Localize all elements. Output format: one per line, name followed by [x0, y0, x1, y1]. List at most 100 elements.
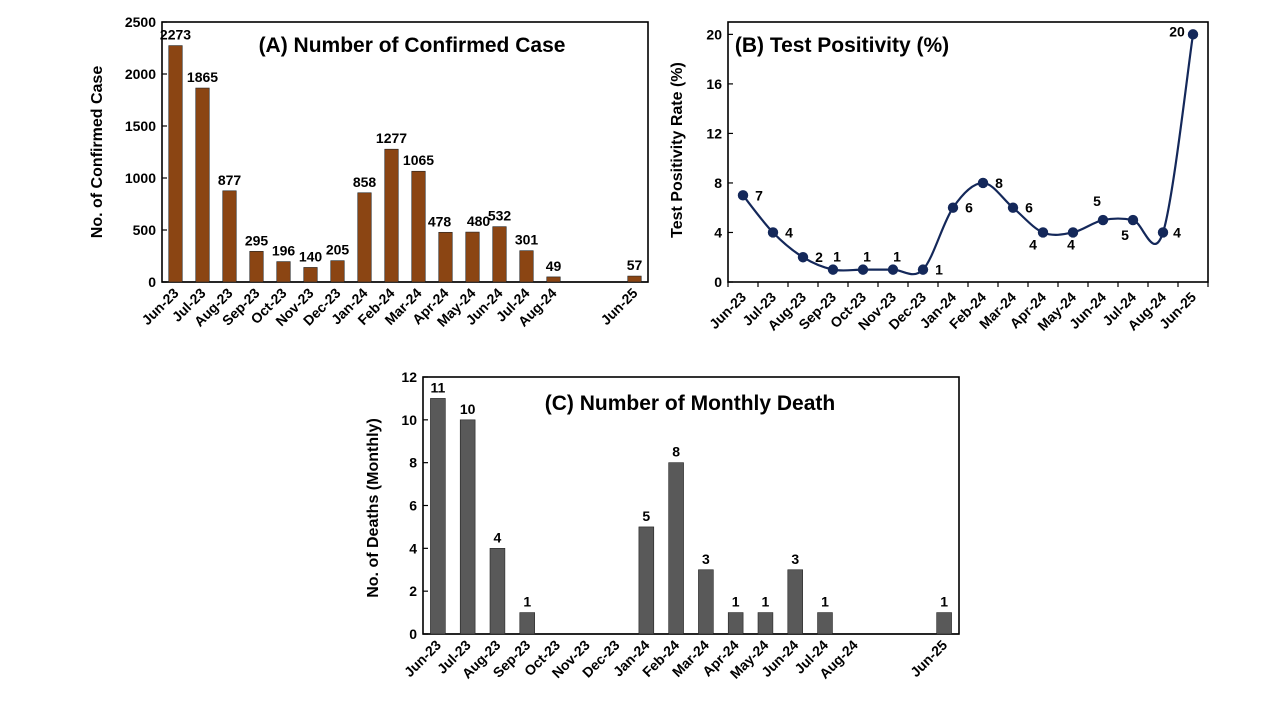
panel-a-data-label: 1277: [376, 130, 407, 146]
panel-a-ylabel: No. of Confirmed Case: [89, 66, 106, 239]
panel-b-data-label: 6: [1025, 200, 1033, 216]
panel-a-data-label: 295: [245, 232, 269, 248]
panel-c-data-label: 1: [940, 594, 948, 610]
panel-b-point: [887, 264, 899, 275]
panel-b-point: [857, 264, 869, 275]
panel-c-data-label: 5: [642, 508, 650, 524]
panel-b-data-label: 2: [815, 249, 823, 265]
panel-c-ylabel: No. of Deaths (Monthly): [365, 418, 382, 598]
panel-b-point: [1007, 202, 1019, 213]
panel-b-ytick-label: 16: [706, 76, 722, 92]
panel-test-positivity: (B) Test Positivity (%) Test Positivity …: [669, 21, 1209, 334]
panel-c-bar: [727, 612, 744, 635]
panel-a-bar: [222, 190, 237, 283]
panel-c-ytick-label: 10: [401, 412, 417, 428]
panel-c-data-label: 1: [821, 594, 829, 610]
panel-a-xtick-label: Jun-25: [597, 285, 640, 328]
panel-a-ytick-label: 1000: [125, 170, 156, 186]
panel-b-data-label: 20: [1169, 23, 1185, 39]
panel-c-data-label: 1: [732, 594, 740, 610]
panel-a-bar: [411, 170, 426, 283]
panel-b-ytick-label: 20: [706, 26, 722, 42]
panel-a-bar: [492, 226, 507, 283]
panel-b-data-label: 4: [785, 224, 793, 240]
panel-b-frame: [727, 21, 1209, 283]
panel-c-bar: [519, 612, 535, 635]
panel-a-bar: [168, 45, 183, 283]
panel-b-point: [1097, 214, 1109, 226]
panel-a-ytick-label: 0: [148, 274, 156, 290]
panel-a-data-label: 49: [546, 258, 562, 274]
panel-a-bar: [438, 231, 453, 283]
panel-c-data-label: 1: [523, 594, 531, 610]
panel-c-ytick-label: 6: [409, 498, 417, 514]
panel-c-bar: [489, 548, 506, 635]
panel-b-point: [797, 252, 809, 263]
panel-b-ylabel: Test Positivity Rate (%): [669, 62, 686, 238]
panel-a-bar: [195, 87, 210, 283]
panel-a-bar: [249, 251, 264, 283]
panel-b-data-label: 4: [1067, 236, 1075, 252]
panel-b-ytick-label: 4: [714, 224, 722, 240]
panel-b-data-label: 5: [1121, 227, 1129, 243]
panel-a-data-label: 478: [428, 213, 452, 229]
panel-b-data-label: 1: [935, 262, 943, 278]
panel-a-ytick-label: 2000: [125, 66, 156, 82]
panel-c-ytick-label: 8: [409, 455, 417, 471]
panel-b-point: [947, 202, 959, 213]
panel-b-point: [1037, 227, 1049, 238]
panel-c-bar: [757, 612, 774, 635]
panel-a-data-label: 301: [515, 232, 539, 248]
panel-c-data-label: 11: [430, 379, 445, 395]
panel-b-xtick-label: Jun-23: [706, 289, 749, 332]
panel-b-point: [1067, 227, 1079, 238]
panel-a-bar: [276, 261, 291, 283]
panel-a-ytick-label: 500: [133, 222, 157, 238]
panel-c-data-label: 8: [672, 444, 680, 460]
panel-c-bar: [817, 612, 833, 635]
panel-b-point: [1187, 29, 1199, 40]
panel-a-bar: [384, 148, 399, 283]
panel-b-data-label: 6: [965, 200, 973, 216]
panel-a-ytick-label: 2500: [125, 14, 156, 30]
panel-c-bar: [668, 462, 684, 635]
panel-a-title: (A) Number of Confirmed Case: [259, 34, 566, 57]
panel-a-data-label: 196: [272, 243, 296, 259]
panel-b-point: [977, 177, 989, 189]
panel-a-data-label: 858: [353, 174, 377, 190]
panel-a-bar: [519, 250, 534, 283]
panel-b-point: [767, 227, 779, 238]
panel-c-data-label: 10: [460, 401, 476, 417]
panel-c-data-label: 4: [494, 529, 502, 545]
panel-monthly-deaths: (C) Number of Monthly Death No. of Death…: [365, 369, 960, 682]
panel-b-data-label: 4: [1029, 236, 1037, 252]
panel-b-point: [827, 264, 839, 275]
panel-c-xtick-label: Jun-25: [907, 637, 950, 680]
panel-c-bar: [787, 569, 803, 635]
panel-c-data-label: 3: [791, 551, 799, 567]
panel-b-point: [917, 264, 929, 275]
panel-b-ytick-label: 0: [714, 274, 722, 290]
panel-a-bar: [627, 275, 642, 283]
panel-a-bar: [330, 260, 345, 283]
panel-a-data-label: 877: [218, 172, 242, 188]
panel-b-data-label: 8: [995, 175, 1003, 191]
panel-a-data-label: 57: [627, 257, 643, 273]
panel-b-data-label: 5: [1093, 193, 1101, 209]
panel-b-title: (B) Test Positivity (%): [735, 34, 949, 57]
panel-c-data-label: 3: [702, 551, 710, 567]
panel-c-bar: [638, 526, 655, 635]
panel-a-bar: [303, 267, 318, 283]
panel-b-point: [1127, 214, 1139, 226]
panel-a-bar: [357, 192, 372, 283]
panel-c-title: (C) Number of Monthly Death: [545, 392, 835, 415]
panel-b-point: [737, 190, 749, 201]
panel-confirmed-cases: (A) Number of Confirmed Case No. of Conf…: [89, 14, 649, 330]
panel-c-ytick-label: 2: [409, 583, 417, 599]
panel-b-data-label: 1: [893, 249, 901, 265]
panel-a-bar: [465, 231, 480, 283]
panel-c-ytick-label: 0: [409, 626, 417, 642]
panel-b-point: [1157, 227, 1169, 238]
panel-c-bar: [698, 569, 714, 635]
